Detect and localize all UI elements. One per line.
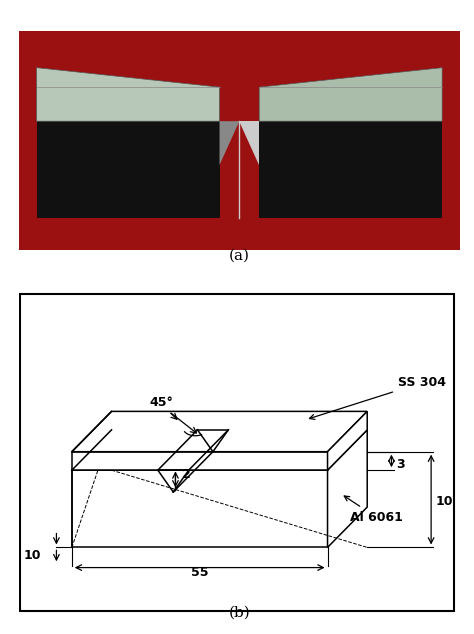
Text: 55: 55 xyxy=(191,566,209,579)
Text: 10: 10 xyxy=(23,549,41,562)
Text: 10: 10 xyxy=(436,495,453,508)
Text: SS 304: SS 304 xyxy=(310,376,446,419)
Polygon shape xyxy=(328,430,367,547)
Polygon shape xyxy=(259,68,442,121)
Polygon shape xyxy=(219,121,259,219)
Polygon shape xyxy=(36,121,219,219)
Polygon shape xyxy=(219,121,239,165)
Text: (a): (a) xyxy=(229,249,250,262)
Text: 3: 3 xyxy=(396,458,404,471)
Text: 45°: 45° xyxy=(149,396,173,410)
Text: (b): (b) xyxy=(228,605,250,619)
Polygon shape xyxy=(239,121,259,165)
Polygon shape xyxy=(72,430,367,470)
Polygon shape xyxy=(72,411,367,451)
Polygon shape xyxy=(72,470,328,547)
Text: 2: 2 xyxy=(182,468,191,481)
Polygon shape xyxy=(36,68,219,121)
Text: Al 6061: Al 6061 xyxy=(344,496,402,524)
Polygon shape xyxy=(259,121,442,219)
Polygon shape xyxy=(328,411,367,470)
Polygon shape xyxy=(72,451,328,470)
